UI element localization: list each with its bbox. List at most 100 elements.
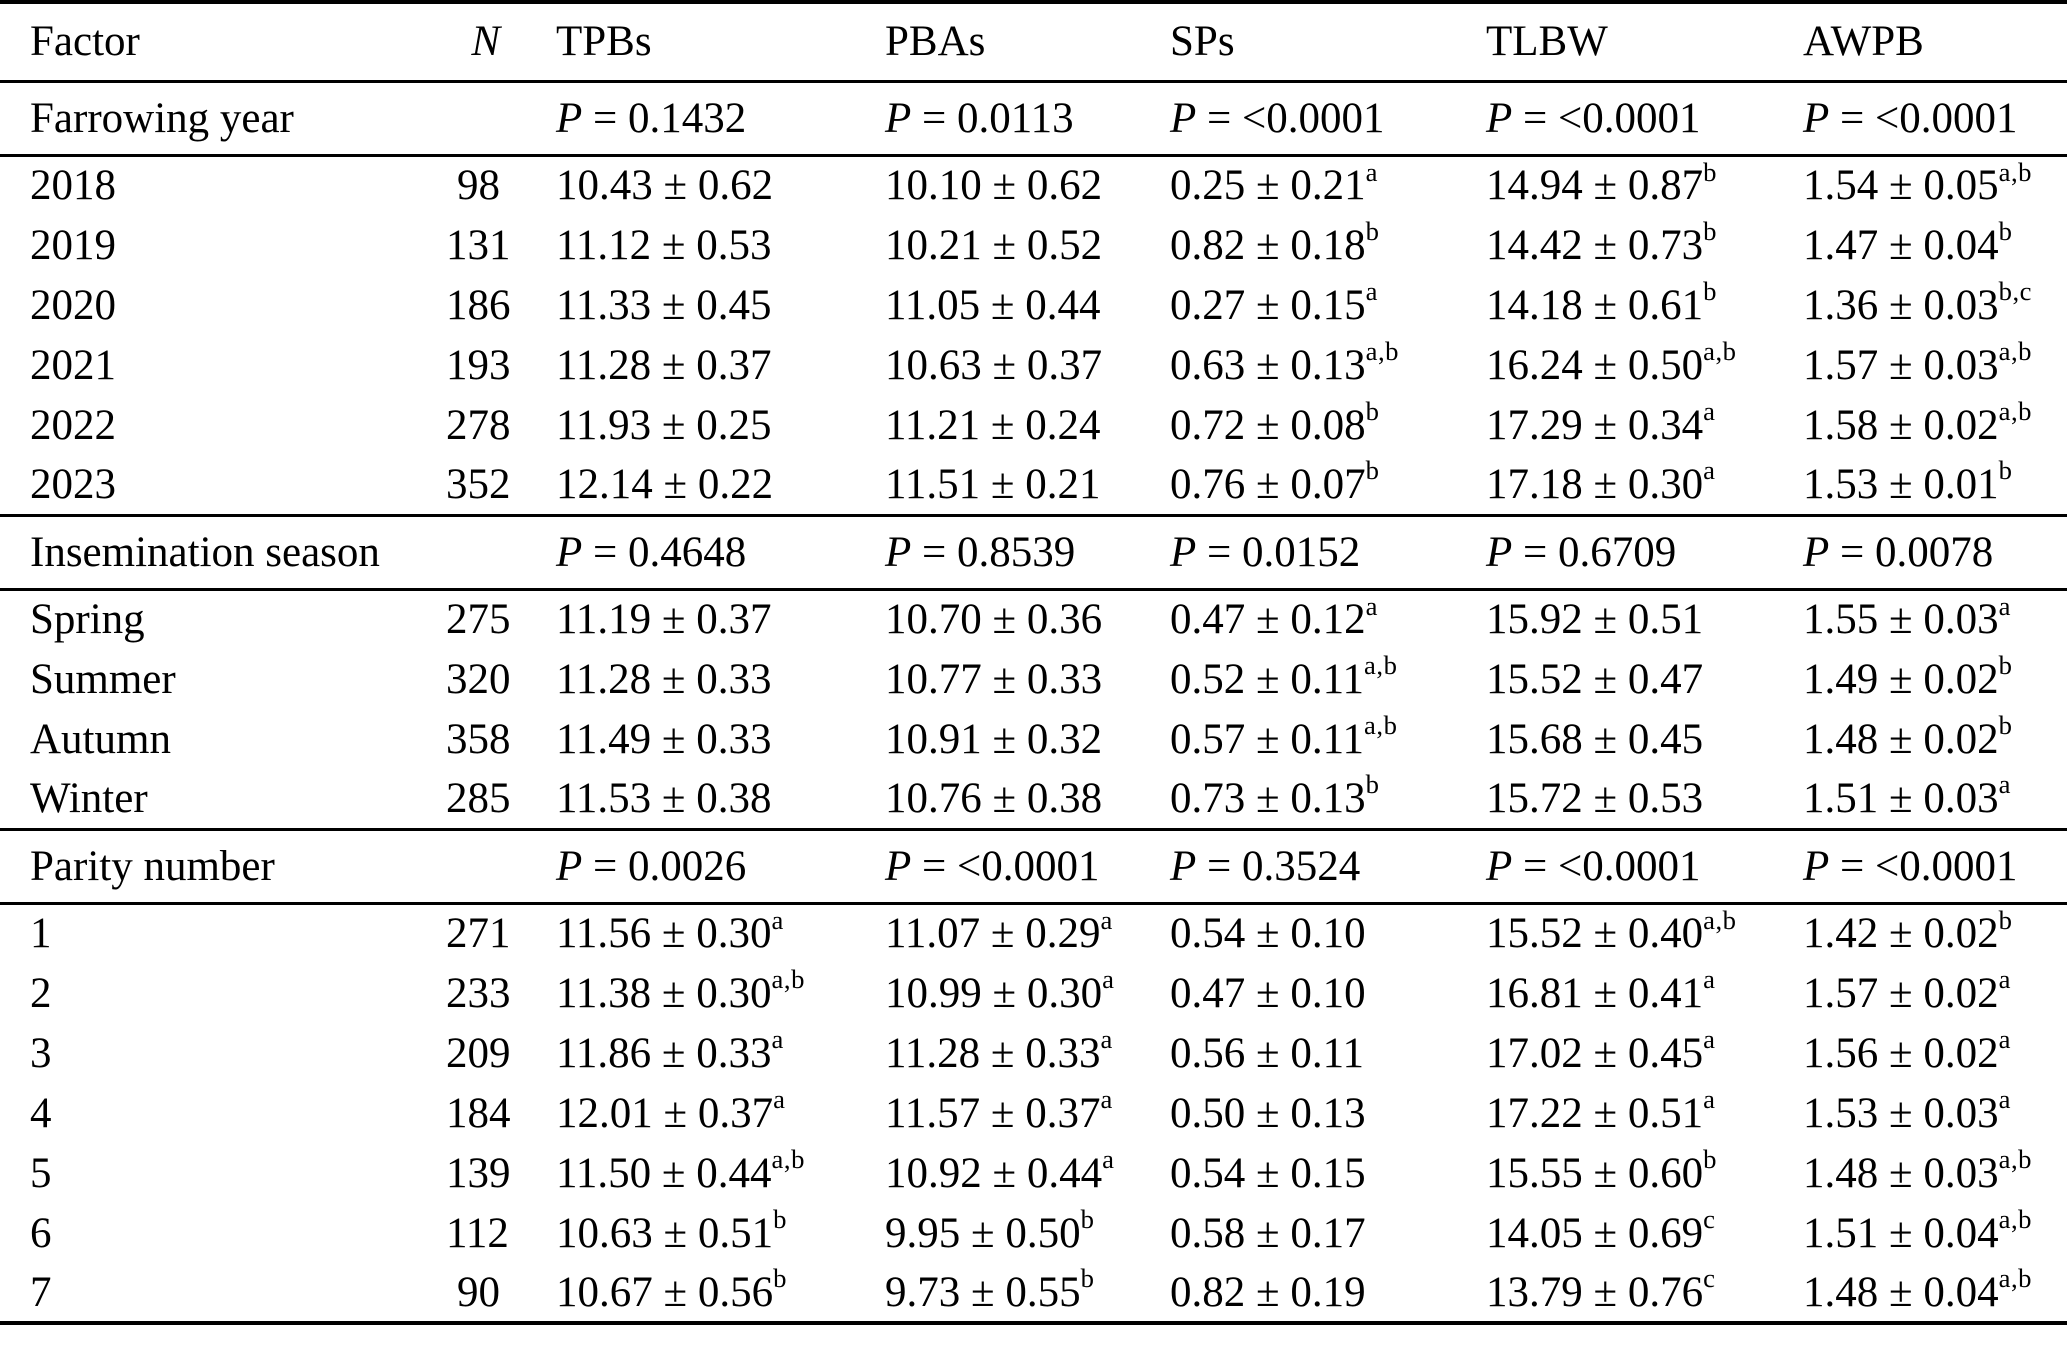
value-cell: 15.92 ± 0.51 <box>1486 596 1704 644</box>
factor-cell: 4 <box>30 1089 52 1137</box>
significance-superscript: a <box>773 1083 786 1114</box>
significance-superscript: b <box>1365 455 1380 486</box>
data-row: Spring 275 11.19 ± 0.37 10.70 ± 0.36 0.47 ± … <box>0 589 2067 649</box>
section-factor-cell: Parity number <box>30 842 275 890</box>
value-cell: 0.57 ± 0.11a,b <box>1170 709 1398 763</box>
p-value-cell: P = <0.0001 <box>885 842 1100 890</box>
value-cell: 0.27 ± 0.15a <box>1170 275 1378 329</box>
value-cell: 17.02 ± 0.45a <box>1486 1023 1716 1077</box>
n-cell: 275 <box>446 596 511 644</box>
significance-superscript: a,b <box>1998 1203 2033 1234</box>
significance-superscript: b <box>1703 156 1717 187</box>
value-cell: 10.67 ± 0.56b <box>556 1262 787 1316</box>
value-cell: 1.48 ± 0.02b <box>1803 709 2013 763</box>
factor-cell: 3 <box>30 1029 52 1077</box>
value-cell: 1.57 ± 0.02a <box>1803 963 2011 1017</box>
value-cell: 0.52 ± 0.11a,b <box>1170 649 1398 703</box>
n-cell: 131 <box>446 221 511 269</box>
value-cell: 10.43 ± 0.62 <box>556 162 774 210</box>
value-cell: 15.72 ± 0.53 <box>1486 774 1704 822</box>
significance-superscript: b <box>1365 769 1380 800</box>
n-cell-empty <box>446 829 506 903</box>
value-cell: 12.14 ± 0.22 <box>556 460 774 508</box>
significance-superscript: a,b <box>1998 156 2033 187</box>
col-header-tlbw: TLBW <box>1486 18 1608 66</box>
significance-superscript: a,b <box>1998 1262 2033 1293</box>
p-value-cell: P = <0.0001 <box>1170 94 1385 142</box>
value-cell: 11.07 ± 0.29a <box>885 904 1113 958</box>
value-cell: 0.47 ± 0.12a <box>1170 590 1378 644</box>
significance-superscript: a <box>1100 904 1113 935</box>
value-cell: 15.68 ± 0.45 <box>1486 715 1704 763</box>
p-symbol: P <box>1170 528 1197 576</box>
value-cell: 11.49 ± 0.33 <box>556 715 772 763</box>
value-cell: 11.86 ± 0.33a <box>556 1023 784 1077</box>
value-cell: 11.28 ± 0.33a <box>885 1023 1113 1077</box>
significance-superscript: a <box>1998 963 2011 994</box>
value-cell: 0.76 ± 0.07b <box>1170 455 1380 508</box>
value-cell: 1.49 ± 0.02b <box>1803 649 2013 703</box>
significance-superscript: a <box>1100 1083 1113 1114</box>
value-cell: 1.54 ± 0.05a,b <box>1803 156 2033 210</box>
significance-superscript: a,b <box>1365 335 1400 366</box>
n-cell: 358 <box>446 715 511 763</box>
value-cell: 1.56 ± 0.02a <box>1803 1023 2011 1077</box>
n-cell: 112 <box>446 1209 509 1257</box>
section-row: Parity number P = 0.0026 P = <0.0001 P = 0.… <box>0 829 2067 903</box>
significance-superscript: a,b <box>771 963 805 994</box>
significance-superscript: b <box>1703 1143 1717 1174</box>
value-cell: 0.72 ± 0.08b <box>1170 395 1380 449</box>
value-cell: 11.33 ± 0.45 <box>556 281 772 329</box>
value-cell: 11.28 ± 0.33 <box>556 655 772 703</box>
n-cell: 271 <box>446 910 511 958</box>
data-row: Summer 320 11.28 ± 0.33 10.77 ± 0.33 0.52 ± … <box>0 649 2067 709</box>
significance-superscript: b <box>1080 1262 1095 1293</box>
value-cell: 1.53 ± 0.03a <box>1803 1083 2011 1137</box>
significance-superscript: b,c <box>1998 275 2033 306</box>
value-cell: 1.51 ± 0.04a,b <box>1803 1203 2033 1257</box>
significance-superscript: b <box>1365 215 1380 246</box>
p-value-cell: P = <0.0001 <box>1486 94 1701 142</box>
p-value-cell: P = 0.0078 <box>1803 528 1994 576</box>
p-symbol: P <box>1486 94 1513 142</box>
significance-superscript: a,b <box>1364 649 1398 680</box>
significance-superscript: a,b <box>1703 904 1737 935</box>
n-cell: 184 <box>446 1089 511 1137</box>
p-value-cell: P = 0.4648 <box>556 528 747 576</box>
p-symbol: P <box>556 528 583 576</box>
factor-cell: 2020 <box>30 281 116 329</box>
value-cell: 11.51 ± 0.21 <box>885 460 1101 508</box>
value-cell: 1.48 ± 0.04a,b <box>1803 1262 2033 1316</box>
section-row: Insemination season P = 0.4648 P = 0.8539 P… <box>0 515 2067 589</box>
significance-superscript: b <box>773 1203 787 1234</box>
table-body: Farrowing year P = 0.1432 P = 0.0113 P = <0… <box>0 81 2067 1323</box>
value-cell: 0.73 ± 0.13b <box>1170 769 1380 822</box>
factor-cell: 5 <box>30 1149 52 1197</box>
section-row: Farrowing year P = 0.1432 P = 0.0113 P = <0… <box>0 81 2067 155</box>
p-symbol: P <box>1170 842 1197 890</box>
section-factor-cell: Insemination season <box>30 528 380 576</box>
p-symbol: P <box>885 94 912 142</box>
p-value-cell: P = <0.0001 <box>1803 842 2018 890</box>
p-value-cell: P = <0.0001 <box>1803 94 2018 142</box>
significance-superscript: a <box>1998 769 2011 800</box>
n-cell: 233 <box>446 969 511 1017</box>
data-row: 3 209 11.86 ± 0.33a 11.28 ± 0.33a 0.56 ± 0.1… <box>0 1023 2067 1083</box>
significance-superscript: c <box>1703 1262 1716 1293</box>
factor-cell: Autumn <box>30 715 171 763</box>
significance-superscript: b <box>1998 455 2013 486</box>
value-cell: 0.82 ± 0.18b <box>1170 215 1380 269</box>
significance-superscript: a <box>1998 590 2011 621</box>
significance-superscript: a <box>1365 590 1378 621</box>
col-header-sps: SPs <box>1170 18 1235 66</box>
p-symbol: P <box>1170 94 1197 142</box>
value-cell: 16.24 ± 0.50a,b <box>1486 335 1737 389</box>
value-cell: 11.50 ± 0.44a,b <box>556 1143 805 1197</box>
value-cell: 0.47 ± 0.10 <box>1170 969 1366 1017</box>
significance-superscript: a,b <box>771 1143 805 1174</box>
n-cell: 98 <box>457 162 500 210</box>
value-cell: 14.94 ± 0.87b <box>1486 156 1717 210</box>
data-row: Winter 285 11.53 ± 0.38 10.76 ± 0.38 0.73 ± … <box>0 769 2067 829</box>
factor-cell: Winter <box>30 774 148 822</box>
factor-cell: Spring <box>30 596 145 644</box>
